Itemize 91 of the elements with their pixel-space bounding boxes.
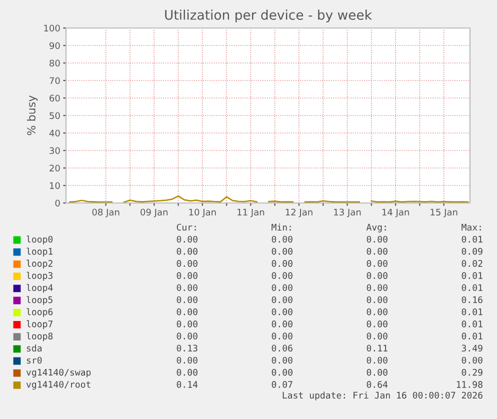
text: 0.00 [366,272,388,279]
text: 0.00 [176,260,198,267]
y-tick-label: 50 [50,112,60,120]
text: 0.00 [462,356,482,364]
text: 0.01 [462,236,482,243]
x-tick-label: 15 Jan [430,208,458,218]
text: 0.01 [462,272,482,279]
text: Last update: Fri Jan 16 00:00:07 2026 [282,392,482,400]
text: 0.02 [462,260,482,267]
legend-label: loop2 [26,260,52,269]
text: 0.00 [176,248,198,255]
text: 0.06 [272,344,292,352]
text: 0.00 [366,308,388,316]
text: 11.98 [456,381,482,388]
x-tick-label: 09 Jan [140,208,168,218]
text: 0.00 [272,236,292,243]
text: Avg: [366,224,386,232]
text: 0.00 [366,236,388,243]
text: 0.00 [272,248,292,255]
text: 0.64 [366,381,388,388]
text: 0.14 [176,381,198,388]
text: Min: [272,224,291,231]
text: 0.00 [272,308,292,316]
text: 0.00 [176,272,198,279]
text: 0.01 [462,308,482,316]
text: Cur: [176,224,196,231]
text: 0.00 [272,332,292,340]
y-tick-label: 0 [55,200,60,207]
text: 0.00 [366,368,388,376]
text: 0.00 [366,248,388,255]
legend-label: loop5 [26,296,52,305]
y-tick-label: 60 [50,94,60,102]
legend-label: loop6 [26,308,53,317]
text: 0.00 [176,236,198,243]
y-tick-label: 20 [50,164,60,172]
legend-label: loop0 [26,236,53,244]
text: 0.00 [272,356,292,364]
text: 0.01 [462,332,482,340]
text: 0.07 [272,381,292,388]
text: 0.00 [366,356,388,364]
y-tick-label: 90 [50,42,60,50]
x-tick-label: 08 Jan [92,208,120,218]
text: 0.11 [366,344,388,352]
text: 0.00 [272,272,292,279]
text: 0.00 [272,296,292,304]
text: 0.01 [462,284,482,292]
text: 0.00 [176,296,198,304]
legend-label: vg14140/root [26,380,90,390]
text: 3.49 [462,344,482,352]
legend-label: loop8 [26,332,53,342]
legend-label: sr0 [26,356,42,364]
text: 0.00 [272,260,292,267]
legend-label: loop4 [26,284,53,293]
x-tick-label: 14 Jan [382,208,409,218]
text: 0.00 [176,320,198,328]
x-tick-label: 12 Jan [286,208,312,218]
y-tick-label: 100 [44,24,60,32]
text: 0.00 [366,284,388,292]
text: 0.13 [176,344,198,352]
y-axis-title: % busy [26,96,38,136]
text: 0.00 [176,308,198,316]
text: 0.00 [272,368,292,376]
text: 0.29 [462,368,482,376]
text: Max: [462,224,481,231]
legend-label: loop1 [26,248,53,256]
legend-label: loop3 [26,272,52,281]
text: 0.00 [366,320,388,328]
text: 0.00 [272,320,292,328]
text: 0.16 [462,296,482,304]
x-tick-label: 13 Jan [334,208,361,218]
chart-title: Utilization per device - by week [165,10,372,22]
x-tick-label: 10 Jan [189,208,216,218]
y-tick-label: 30 [50,147,60,154]
text: 0.00 [366,332,388,340]
text: 0.00 [176,284,198,292]
text: 0.00 [272,284,292,292]
y-tick-label: 80 [50,60,60,67]
text: 0.00 [176,332,198,340]
text: 0.00 [176,368,198,376]
y-tick-label: 10 [50,182,60,190]
x-tick-label: 11 Jan [238,208,264,218]
text: 0.00 [176,356,198,364]
text: 0.00 [366,296,388,304]
y-tick-label: 70 [50,77,60,84]
text: 0.00 [366,260,388,267]
y-tick-label: 40 [49,130,60,137]
text: 0.01 [462,320,482,328]
text: 0.09 [462,248,482,255]
legend-label: vg14140/swap [26,368,91,378]
legend-label: loop7 [26,320,52,330]
legend-label: sda [26,344,42,352]
